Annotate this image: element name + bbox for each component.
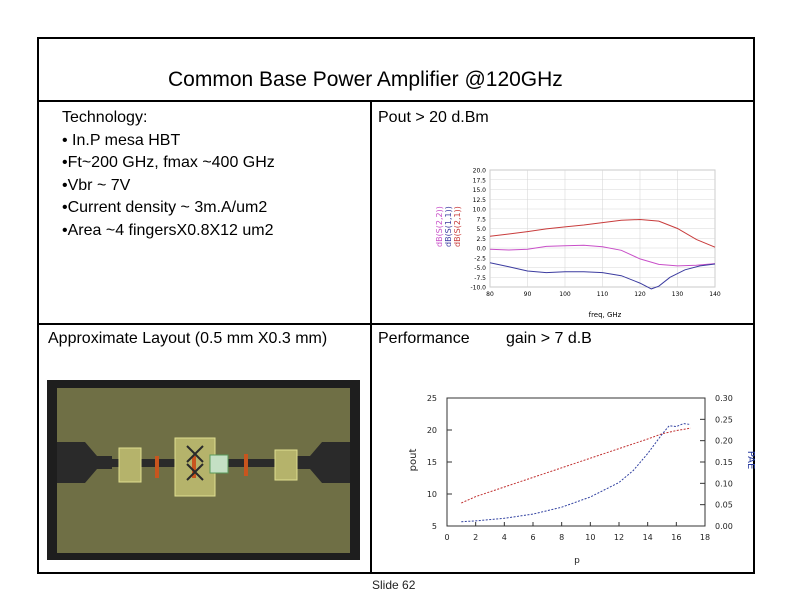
power-pae-chart: 25 20 15 10 5 0.30 0.25 0.20 0.15 0.10 0.05 0.00 0… (408, 394, 756, 566)
s-param-xtick-label: 120 (634, 291, 646, 298)
power-ytick-label: 15 (427, 458, 437, 467)
tech-bullet-material: • In.P mesa HBT (62, 131, 181, 149)
power-xtick-label: 16 (671, 533, 681, 542)
power-xlabel: p (574, 556, 580, 566)
power-xtick-label: 0 (444, 533, 449, 542)
tech-bullet-current-density: •Current density ~ 3m.A/um2 (62, 199, 268, 216)
s-param-ytick-label: -5.0 (474, 265, 486, 272)
s-param-ylabel-s11: dB(S(1,1)) (444, 206, 453, 247)
power-y2tick-label: 0.20 (715, 437, 733, 446)
power-y2tick-label: 0.10 (715, 479, 733, 488)
s-param-ylabel-s21: dB(S(2,1)) (453, 206, 462, 247)
s-param-xtick-label: 130 (672, 291, 684, 298)
power-ytick-label: 20 (427, 426, 437, 435)
tech-bullet-frequency: •Ft~200 GHz, fmax ~400 GHz (62, 154, 275, 171)
chip-layout-image (47, 380, 360, 560)
technology-list: Technology: • In.P mesa HBT •Ft~200 GHz,… (62, 107, 275, 242)
s-param-ytick-label: 0.0 (476, 246, 486, 253)
power-y2label: PAE (745, 451, 756, 470)
s-param-ytick-label: 5.0 (476, 226, 486, 233)
chip-bias-line-center (192, 456, 196, 478)
chip-capacitor (209, 454, 229, 474)
power-y2tick-label: 0.00 (715, 522, 733, 531)
s-param-series-dbs22 (489, 262, 716, 290)
s-param-series-dbs11 (489, 244, 716, 267)
s-param-xtick-label: 110 (597, 291, 609, 298)
chip-input-taper (57, 442, 112, 483)
power-ytick-label: 10 (427, 490, 437, 499)
power-plot-area (446, 397, 706, 527)
chip-stub-lines (186, 445, 204, 481)
s-param-ytick-label: -10.0 (470, 285, 486, 292)
slide-footer: Slide 62 (372, 578, 416, 592)
s-param-ytick-label: -2.5 (474, 255, 486, 262)
s-param-ytick-label: 12.5 (473, 197, 487, 204)
s-param-xtick-label: 140 (709, 291, 721, 298)
chip-bias-line-left (155, 456, 159, 478)
s-param-ytick-label: 10.0 (473, 207, 487, 214)
s-param-xtick-label: 80 (486, 291, 494, 298)
middle-divider (37, 323, 755, 325)
power-xtick-label: 2 (473, 533, 478, 542)
s-param-ytick-label: -7.5 (474, 275, 486, 282)
s-param-xtick-label: 90 (524, 291, 532, 298)
pout-label: Pout > 20 d.Bm (378, 109, 489, 126)
s-param-ytick-label: 17.5 (473, 177, 487, 184)
power-xtick-label: 18 (700, 533, 710, 542)
column-divider (370, 100, 372, 574)
power-y2tick-label: 0.30 (715, 394, 733, 403)
s-parameter-chart: 20.0 17.5 15.0 12.5 10.0 7.5 5.0 2.5 0.0 -2.5 -5.0… (435, 168, 721, 320)
power-xtick-label: 10 (585, 533, 595, 542)
power-xtick-label: 4 (502, 533, 507, 542)
chip-input-pad (118, 447, 142, 483)
slide-frame (37, 37, 755, 574)
power-series-pae (461, 423, 691, 523)
chip-transistor-block (174, 437, 216, 497)
power-ytick-label: 25 (427, 394, 437, 403)
s-param-xtick-label: 100 (559, 291, 571, 298)
power-y2tick-label: 0.25 (715, 415, 733, 424)
power-xtick-label: 8 (559, 533, 564, 542)
s-param-series-dbs21 (489, 218, 716, 248)
power-ytick-label: 5 (432, 522, 437, 531)
s-param-ytick-label: 15.0 (473, 187, 487, 194)
power-series-pout (461, 427, 691, 504)
power-xtick-label: 6 (530, 533, 535, 542)
tech-bullet-breakdown: •Vbr ~ 7V (62, 176, 131, 194)
power-xtick-label: 12 (614, 533, 624, 542)
s-param-ylabel-s22: dB(S(2,2)) (435, 206, 444, 247)
power-xtick-label: 14 (643, 533, 653, 542)
s-param-ytick-label: 20.0 (473, 168, 487, 175)
chip-output-taper (295, 442, 350, 483)
power-ylabel: pout (408, 449, 419, 472)
chip-output-pad (274, 449, 298, 481)
layout-label: Approximate Layout (0.5 mm X0.3 mm) (48, 330, 328, 347)
technology-heading: Technology: (62, 109, 148, 126)
power-y2tick-label: 0.05 (715, 501, 733, 510)
performance-label: Performance (378, 330, 470, 347)
s-param-ytick-label: 7.5 (476, 216, 486, 223)
title-divider (37, 100, 755, 102)
gain-label: gain > 7 d.B (506, 330, 592, 347)
tech-bullet-area: •Area ~4 fingersX0.8X12 um2 (62, 221, 274, 239)
s-param-ytick-label: 2.5 (476, 236, 486, 243)
s-param-xlabel: freq, GHz (589, 311, 622, 319)
slide-title: Common Base Power Amplifier @120GHz (168, 68, 563, 91)
chip-bias-line-right (244, 454, 248, 476)
power-y2tick-label: 0.15 (715, 458, 733, 467)
